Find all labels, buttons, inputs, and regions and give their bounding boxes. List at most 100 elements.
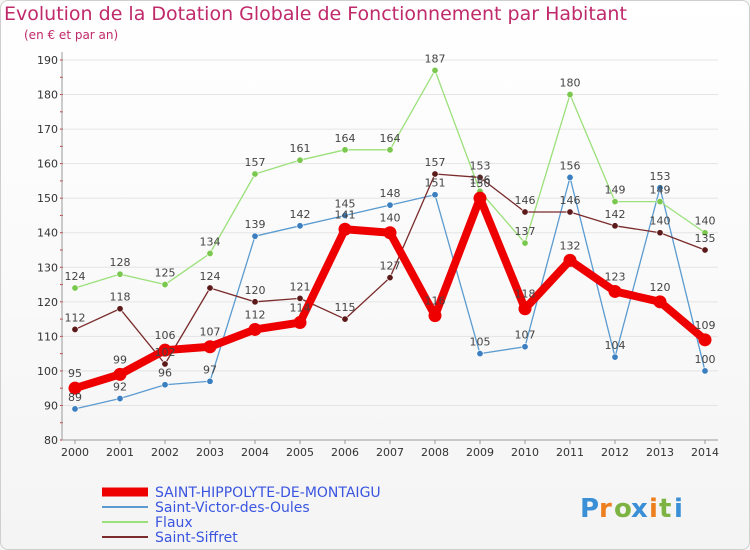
data-label: 95 [68, 367, 82, 380]
data-point [476, 173, 484, 181]
data-point [566, 91, 574, 99]
data-point [656, 198, 664, 206]
x-tick-label: 2005 [286, 446, 314, 459]
data-label: 148 [380, 187, 401, 200]
data-point [161, 281, 169, 289]
data-label: 120 [245, 284, 266, 297]
data-label: 107 [200, 326, 221, 339]
data-point [338, 222, 352, 236]
data-label: 124 [200, 270, 221, 283]
data-label: 140 [650, 215, 671, 228]
data-label: 118 [515, 288, 536, 301]
data-point [71, 325, 79, 333]
data-point [161, 360, 169, 368]
y-tick-label: 140 [37, 227, 58, 240]
data-label: 149 [650, 184, 671, 197]
data-label: 97 [203, 363, 217, 376]
data-label: 145 [335, 197, 356, 210]
data-label: 142 [605, 208, 626, 221]
data-point [296, 222, 304, 230]
data-point [521, 239, 529, 247]
data-label: 151 [425, 177, 446, 190]
data-label: 92 [113, 381, 127, 394]
x-tick-label: 2003 [196, 446, 224, 459]
data-label: 150 [470, 177, 491, 190]
data-point [113, 367, 127, 381]
data-point [473, 191, 487, 205]
data-label: 157 [425, 156, 446, 169]
data-point [431, 170, 439, 178]
legend-label-saint-victor-des-oules: Saint-Victor-des-Oules [155, 500, 310, 516]
x-tick-label: 2004 [241, 446, 269, 459]
data-point [341, 211, 349, 219]
x-tick-label: 2011 [556, 446, 584, 459]
data-label: 134 [200, 235, 221, 248]
data-label: 115 [335, 301, 356, 314]
data-point [611, 222, 619, 230]
data-label: 180 [560, 77, 581, 90]
data-label: 100 [695, 353, 716, 366]
y-tick-label: 110 [37, 330, 58, 343]
y-tick-label: 80 [44, 434, 58, 447]
data-label: 164 [380, 132, 401, 145]
y-tick-label: 190 [37, 54, 58, 67]
data-label: 125 [155, 267, 176, 280]
data-label: 89 [68, 391, 82, 404]
series-line [74, 69, 706, 289]
data-label: 104 [605, 339, 626, 352]
data-point [566, 208, 574, 216]
data-label: 146 [560, 194, 581, 207]
data-label: 128 [110, 256, 131, 269]
x-tick-label: 2009 [466, 446, 494, 459]
data-label: 99 [113, 353, 127, 366]
data-point [521, 208, 529, 216]
data-label: 124 [65, 270, 86, 283]
data-label: 187 [425, 52, 446, 65]
data-label: 157 [245, 156, 266, 169]
data-label: 109 [695, 319, 716, 332]
data-point [386, 274, 394, 282]
x-tick-label: 2002 [151, 446, 179, 459]
data-point [431, 66, 439, 74]
data-label: 137 [515, 225, 536, 238]
data-label: 118 [110, 291, 131, 304]
y-tick-label: 180 [37, 89, 58, 102]
data-label: 139 [245, 218, 266, 231]
x-tick-label: 2013 [646, 446, 674, 459]
data-point [116, 395, 124, 403]
data-label: 141 [335, 208, 356, 221]
data-point [431, 191, 439, 199]
x-tick-label: 2000 [61, 446, 89, 459]
data-point [563, 253, 577, 267]
data-label: 164 [335, 132, 356, 145]
data-point [653, 295, 667, 309]
data-point [608, 284, 622, 298]
data-label: 127 [380, 260, 401, 273]
data-point [116, 270, 124, 278]
logo-letter: o [614, 494, 632, 524]
y-tick-label: 170 [37, 123, 58, 136]
data-point [701, 246, 709, 254]
logo-letter: i [649, 494, 658, 524]
x-tick-label: 2001 [106, 446, 134, 459]
x-tick-label: 2006 [331, 446, 359, 459]
series-saint-hippolyte-de-montaigu [68, 191, 712, 395]
x-tick-label: 2008 [421, 446, 449, 459]
chart-subtitle: (en € et par an) [24, 28, 119, 42]
y-tick-label: 90 [44, 399, 58, 412]
series-saint-victor-des-oules [71, 173, 709, 413]
y-tick-label: 150 [37, 192, 58, 205]
data-label: 149 [605, 184, 626, 197]
data-label: 121 [290, 280, 311, 293]
axes: 80 90 100 110 120 130 140 150 160 170 180 190 2000 20… [37, 52, 719, 459]
data-point [383, 226, 397, 240]
data-point [206, 377, 214, 385]
logo-letter: i [674, 494, 683, 524]
data-point [518, 302, 532, 316]
data-labels: 89 92 96 97 139 142 145 148 151 105 107 156 104 153 10… [65, 52, 716, 404]
series-flaux [71, 66, 709, 292]
data-label: 156 [470, 173, 491, 186]
y-tick-label: 130 [37, 261, 58, 274]
data-label: 156 [560, 159, 581, 172]
